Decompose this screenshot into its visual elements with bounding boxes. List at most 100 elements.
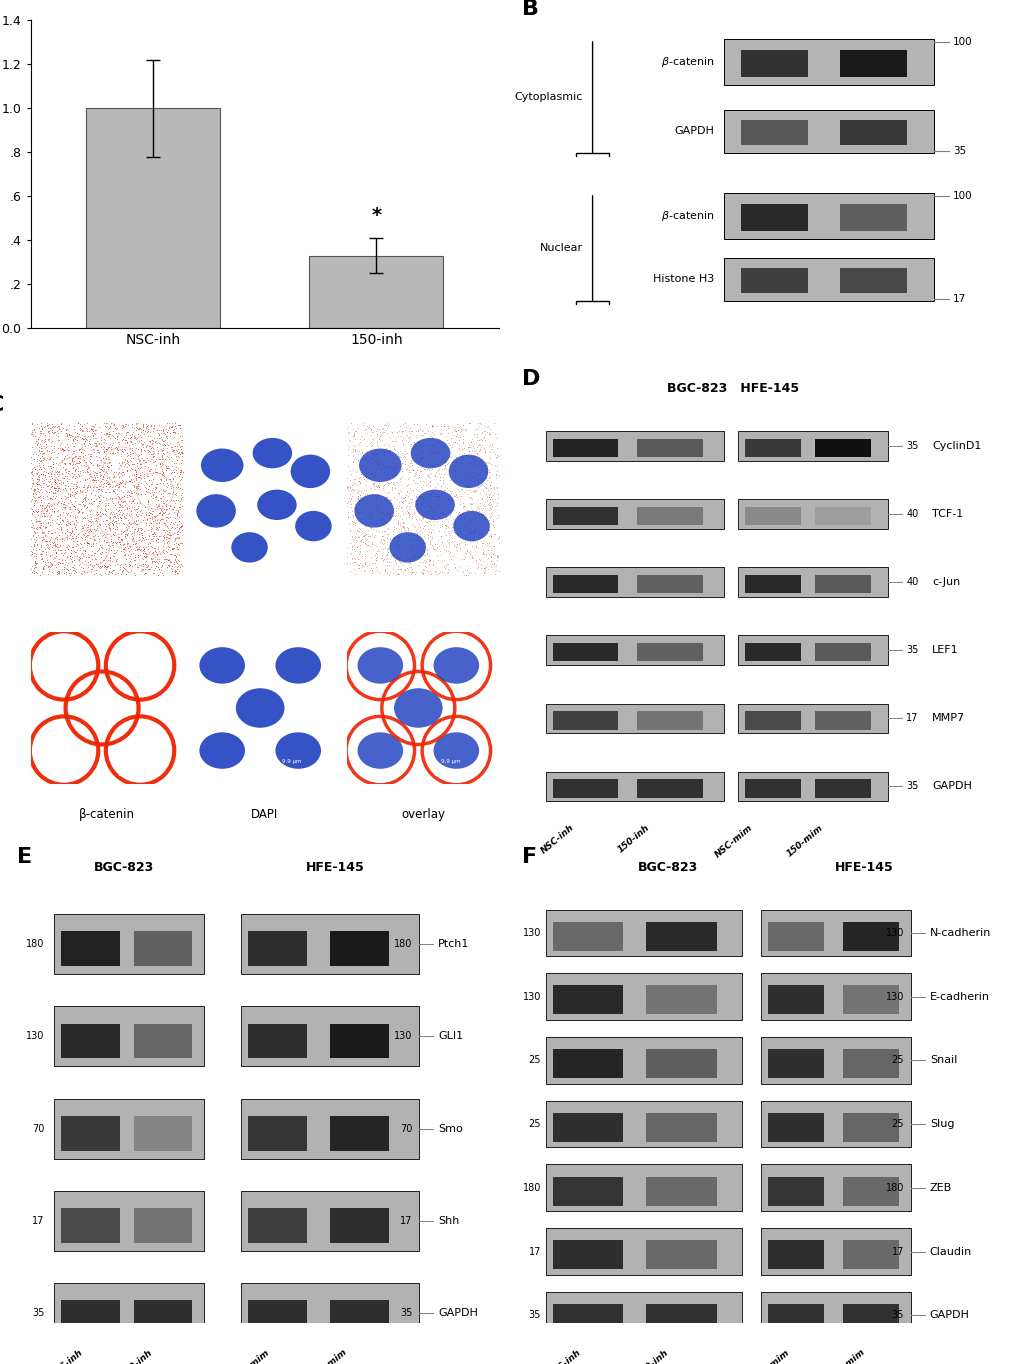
Point [464, 544, 480, 566]
Point [364, 420, 380, 442]
Point [436, 557, 452, 578]
Point [95, 460, 111, 481]
Point [427, 428, 443, 450]
Point [167, 476, 183, 498]
Point [451, 513, 468, 535]
Point [363, 457, 379, 479]
Point [28, 426, 44, 447]
Point [151, 413, 167, 435]
Point [480, 518, 496, 540]
Point [172, 532, 189, 554]
Point [421, 435, 437, 457]
Point [111, 462, 127, 484]
Point [489, 445, 505, 466]
Point [354, 502, 370, 524]
Point [416, 487, 432, 509]
Point [109, 426, 125, 447]
Point [381, 561, 397, 582]
Point [363, 512, 379, 533]
Point [430, 473, 446, 495]
Point [419, 524, 435, 546]
Point [111, 532, 127, 554]
Point [168, 546, 184, 567]
Point [41, 520, 57, 542]
Point [480, 539, 496, 561]
Point [423, 533, 439, 555]
Point [39, 499, 55, 521]
Point [413, 453, 429, 475]
Bar [54, 1098, 204, 1158]
Point [149, 536, 165, 558]
Point [114, 416, 130, 438]
Point [104, 536, 120, 558]
Point [440, 483, 457, 505]
Point [137, 542, 153, 563]
Point [361, 505, 377, 527]
Point [151, 462, 167, 484]
Point [56, 559, 72, 581]
Point [68, 451, 85, 473]
Point [127, 426, 144, 447]
Point [40, 462, 56, 484]
Point [421, 550, 437, 572]
Point [133, 456, 150, 477]
Bar [767, 1304, 823, 1333]
Point [372, 486, 388, 507]
Text: F: F [522, 847, 537, 868]
Point [100, 563, 116, 585]
Point [152, 502, 168, 524]
Point [51, 461, 67, 483]
Bar [552, 1113, 623, 1142]
Point [32, 473, 48, 495]
Point [34, 529, 50, 551]
Point [468, 426, 484, 447]
Point [112, 454, 128, 476]
Point [48, 546, 64, 567]
Point [354, 525, 370, 547]
Point [463, 494, 479, 516]
Point [459, 539, 475, 561]
Point [386, 546, 403, 567]
Point [393, 451, 410, 473]
Point [30, 469, 46, 491]
Point [141, 525, 157, 547]
Point [395, 516, 412, 537]
Point [144, 548, 160, 570]
Point [96, 423, 112, 445]
Point [109, 518, 125, 540]
Point [33, 510, 49, 532]
Point [168, 502, 184, 524]
Point [168, 481, 184, 503]
Text: 130: 130 [26, 1031, 45, 1041]
Point [67, 517, 84, 539]
Point [74, 445, 91, 466]
Text: c-Jun: c-Jun [931, 577, 960, 587]
Point [60, 552, 76, 574]
Point [403, 557, 419, 578]
Point [81, 492, 97, 514]
Point [141, 491, 157, 513]
Point [339, 506, 356, 528]
Point [138, 435, 154, 457]
Point [75, 495, 92, 517]
Point [54, 472, 70, 494]
Point [164, 516, 180, 537]
Point [59, 505, 75, 527]
Point [347, 447, 364, 469]
Point [146, 522, 162, 544]
Point [353, 529, 369, 551]
Text: 180: 180 [26, 938, 45, 949]
Point [469, 502, 485, 524]
Point [36, 555, 52, 577]
Point [132, 528, 149, 550]
Bar [552, 1240, 623, 1270]
Point [346, 439, 363, 461]
Point [57, 475, 73, 496]
Point [424, 483, 440, 505]
Point [38, 434, 54, 456]
Point [437, 514, 453, 536]
Point [413, 528, 429, 550]
Point [160, 554, 176, 576]
Point [146, 413, 162, 435]
Point [48, 453, 64, 475]
